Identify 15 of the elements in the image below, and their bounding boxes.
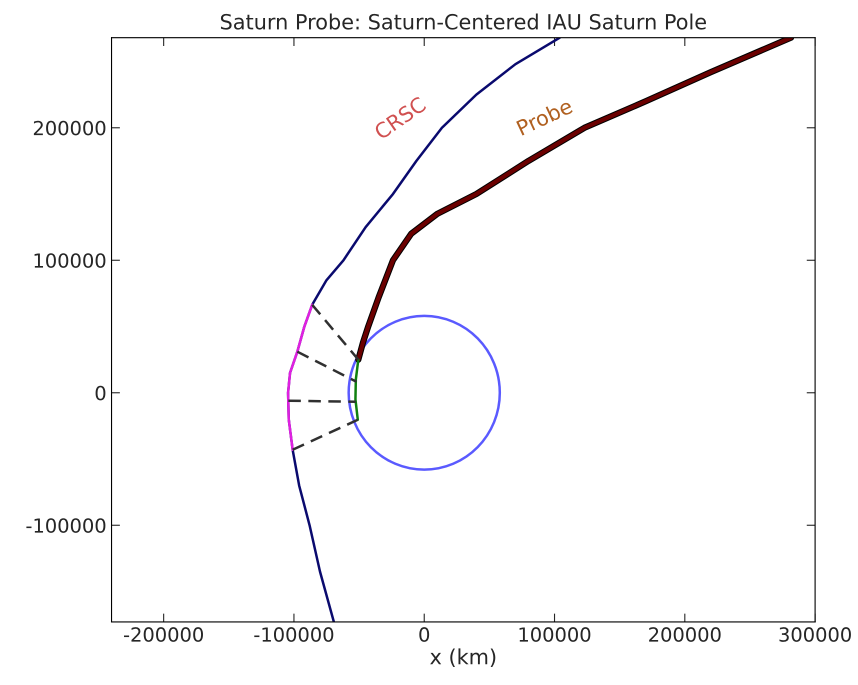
x-tick-label: -200000 [124, 627, 203, 642]
line-series [286, 304, 314, 451]
line-series [354, 358, 360, 422]
y-tick-label: 200000 [34, 120, 106, 136]
x-axis-title: x (km) [430, 648, 496, 668]
x-tick-label: -100000 [254, 627, 334, 642]
y-tick-label: 100000 [34, 253, 106, 268]
y-tick-label: 0 [96, 386, 106, 400]
y-tick-label: -100000 [26, 518, 106, 533]
x-tick-label: 200000 [649, 627, 721, 642]
x-tick-label: 300000 [779, 627, 851, 642]
x-tick-label: 100000 [520, 627, 590, 642]
text: Probe [516, 97, 574, 136]
x-tick-label: 0 [419, 627, 430, 642]
chart-title: Saturn Probe: Saturn-Centered IAU Saturn Pole [220, 14, 706, 30]
